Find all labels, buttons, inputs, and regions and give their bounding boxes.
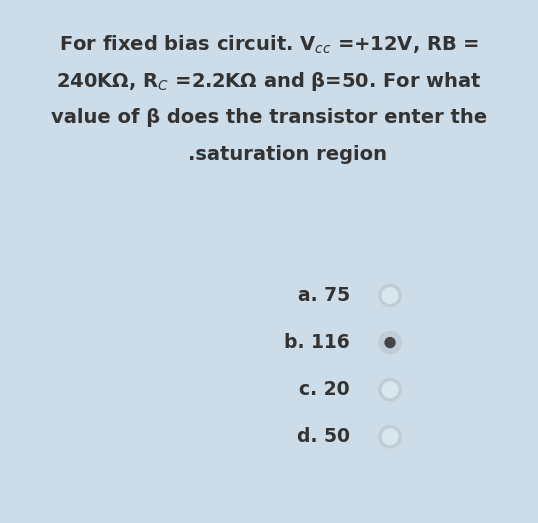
Ellipse shape bbox=[384, 337, 396, 348]
Text: .saturation region: .saturation region bbox=[188, 145, 387, 164]
Ellipse shape bbox=[378, 283, 402, 308]
Ellipse shape bbox=[378, 331, 402, 355]
Text: d. 50: d. 50 bbox=[296, 427, 350, 446]
Text: value of β does the transistor enter the: value of β does the transistor enter the bbox=[51, 108, 487, 127]
Text: c. 20: c. 20 bbox=[299, 380, 350, 399]
Text: For fixed bias circuit. V$_{cc}$ =+12V, RB =: For fixed bias circuit. V$_{cc}$ =+12V, … bbox=[59, 33, 479, 55]
Ellipse shape bbox=[378, 378, 402, 402]
Ellipse shape bbox=[381, 287, 399, 304]
Ellipse shape bbox=[378, 425, 402, 449]
Text: a. 75: a. 75 bbox=[298, 286, 350, 305]
Text: b. 116: b. 116 bbox=[284, 333, 350, 352]
Ellipse shape bbox=[381, 381, 399, 398]
Text: 240KΩ, R$_{C}$ =2.2KΩ and β=50. For what: 240KΩ, R$_{C}$ =2.2KΩ and β=50. For what bbox=[56, 70, 482, 93]
Ellipse shape bbox=[381, 428, 399, 445]
